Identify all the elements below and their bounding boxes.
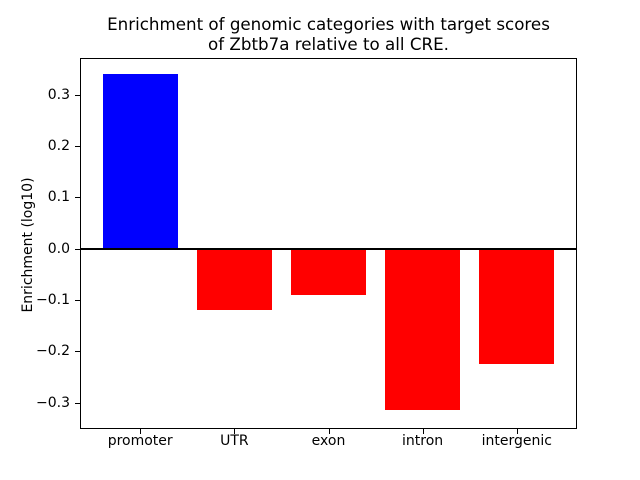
bar-intron (385, 248, 461, 411)
y-tick-mark (75, 197, 80, 199)
x-tick-mark (140, 429, 142, 434)
x-tick-label-UTR: UTR (220, 433, 249, 449)
x-tick-mark (328, 429, 330, 434)
x-tick-mark (234, 429, 236, 434)
y-tick-mark (75, 145, 80, 147)
bar-UTR (196, 248, 272, 311)
y-tick-label: 0.1 (47, 189, 70, 206)
chart-title: Enrichment of genomic categories with ta… (80, 14, 577, 54)
x-tick-label-intron: intron (402, 433, 444, 449)
chart-title-line2: of Zbtb7a relative to all CRE. (208, 34, 449, 54)
x-tick-label-promoter: promoter (107, 433, 173, 449)
plot-area-border (80, 58, 577, 429)
y-tick-label: −0.3 (36, 394, 70, 411)
y-tick-label: 0.0 (47, 240, 70, 257)
x-tick-mark (422, 429, 424, 434)
chart-title-line1: Enrichment of genomic categories with ta… (107, 14, 550, 34)
zero-baseline (80, 247, 577, 250)
y-tick-mark (75, 351, 80, 353)
bar-exon (290, 248, 367, 295)
y-tick-label: 0.3 (47, 86, 70, 103)
bar-intergenic (479, 248, 555, 365)
x-tick-label-exon: exon (311, 433, 346, 449)
y-tick-mark (75, 300, 80, 301)
x-tick-label-intergenic: intergenic (481, 433, 552, 449)
y-tick-mark (75, 94, 80, 96)
y-tick-mark (75, 248, 80, 250)
x-tick-mark (516, 429, 518, 434)
y-tick-label: 0.2 (47, 137, 70, 154)
bar-promoter (102, 73, 178, 249)
y-tick-label: −0.2 (36, 343, 70, 360)
y-tick-mark (75, 402, 80, 404)
y-tick-label: −0.1 (36, 292, 70, 308)
